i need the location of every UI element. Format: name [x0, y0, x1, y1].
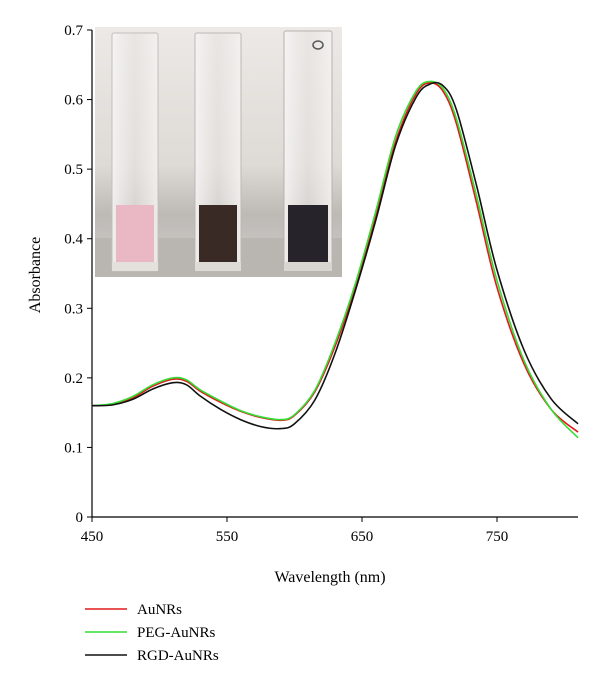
cuvette-1-base — [112, 262, 158, 271]
inset-cuvette-photo — [95, 27, 342, 277]
cuvette-3-cap-mark — [312, 40, 324, 50]
y-tick-label: 0.6 — [64, 93, 83, 109]
cuvette-3-base — [284, 262, 332, 271]
cuvette-3 — [283, 30, 333, 272]
y-tick-label: 0.3 — [64, 301, 83, 317]
cuvette-2 — [194, 32, 242, 272]
x-tick-label: 650 — [351, 529, 374, 545]
y-tick-label: 0 — [76, 510, 84, 526]
series-layer — [91, 80, 579, 439]
legend-label-2: PEG-AuNRs — [137, 625, 216, 641]
y-tick-label: 0.1 — [64, 440, 83, 456]
y-tick-label: 0.7 — [64, 23, 83, 39]
y-tick-label: 0.5 — [64, 162, 83, 178]
legend: AuNRs PEG-AuNRs RGD-AuNRs — [85, 602, 219, 664]
axes: 0 0.1 0.2 0.3 0.4 0.5 0.6 0.7 450 550 650 750 — [64, 23, 578, 545]
series-line-3 — [91, 81, 579, 430]
y-axis-label: Absorbance — [27, 237, 44, 313]
y-tick-label: 0.2 — [64, 371, 83, 387]
series-line-2 — [91, 80, 579, 439]
cuvette-3-liquid — [288, 205, 328, 262]
cuvette-1-liquid — [116, 205, 154, 262]
cuvette-2-liquid — [199, 205, 237, 262]
legend-label-3: RGD-AuNRs — [137, 648, 219, 664]
cuvette-2-base — [195, 262, 241, 271]
x-tick-label: 450 — [81, 529, 104, 545]
y-tick-label: 0.4 — [64, 232, 83, 248]
x-tick-label: 550 — [216, 529, 239, 545]
x-axis-label: Wavelength (nm) — [274, 569, 385, 586]
cuvette-1 — [111, 32, 159, 272]
series-line-1 — [91, 82, 579, 433]
legend-label-1: AuNRs — [137, 602, 182, 618]
x-tick-label: 750 — [486, 529, 509, 545]
